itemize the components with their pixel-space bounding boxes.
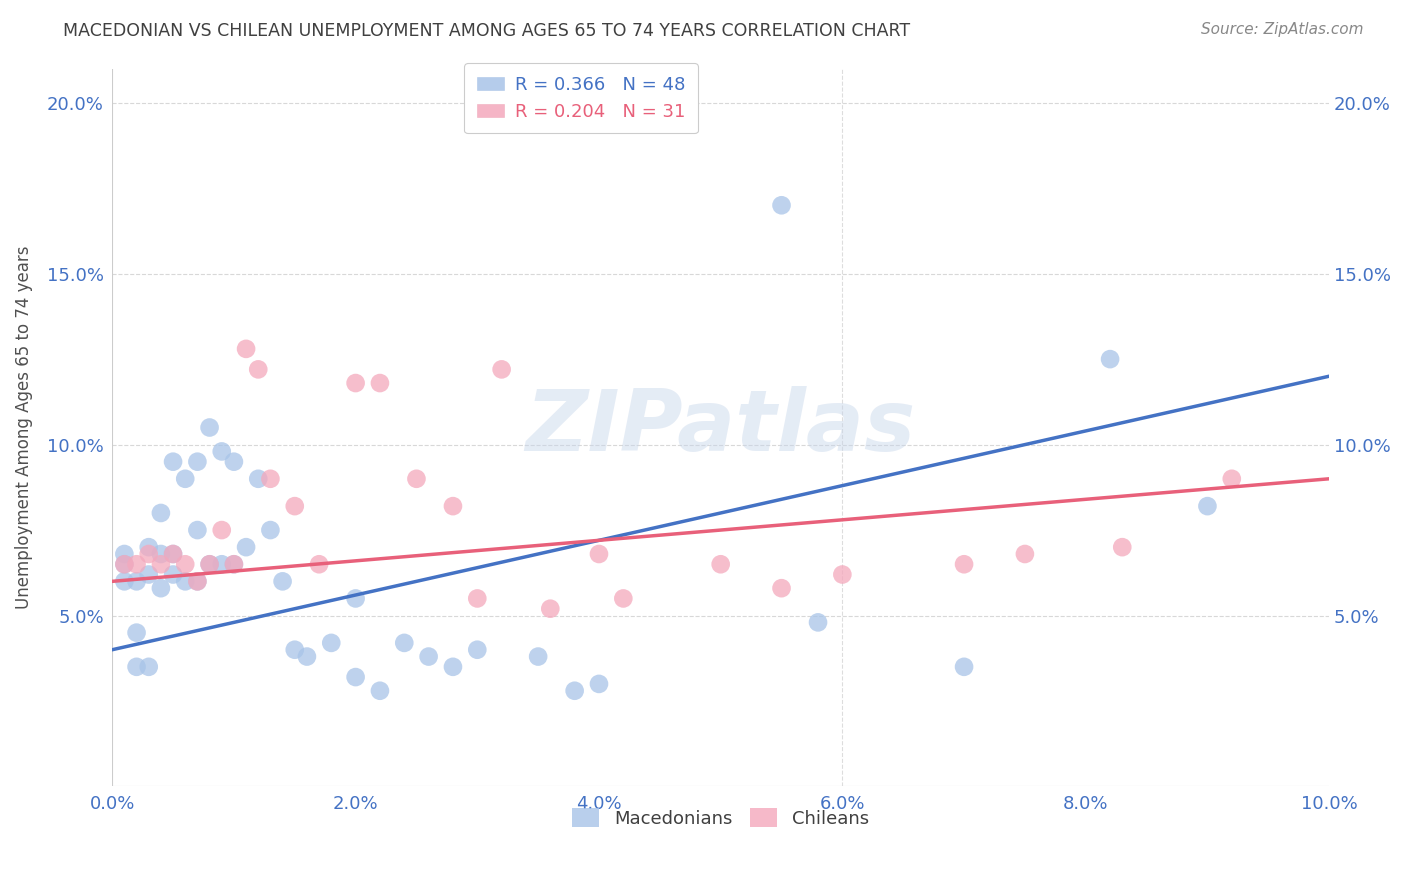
Point <box>1099 352 1122 367</box>
Point <box>441 499 464 513</box>
Point <box>222 455 245 469</box>
Point <box>235 342 257 356</box>
Point <box>441 660 464 674</box>
Point <box>186 455 208 469</box>
Point <box>162 455 184 469</box>
Point <box>588 547 610 561</box>
Point <box>259 472 281 486</box>
Point <box>174 558 197 572</box>
Point <box>295 649 318 664</box>
Point <box>284 642 307 657</box>
Point <box>465 591 488 606</box>
Point <box>368 683 391 698</box>
Point <box>527 649 550 664</box>
Point <box>344 376 367 390</box>
Point <box>405 472 427 486</box>
Point <box>198 558 221 572</box>
Point <box>174 472 197 486</box>
Point <box>770 581 793 595</box>
Point <box>222 558 245 572</box>
Point <box>247 472 270 486</box>
Point <box>807 615 830 630</box>
Point <box>418 649 440 664</box>
Point <box>174 574 197 589</box>
Point <box>112 574 135 589</box>
Point <box>953 660 976 674</box>
Point <box>321 636 343 650</box>
Point <box>612 591 634 606</box>
Point <box>162 547 184 561</box>
Point <box>149 558 172 572</box>
Point <box>1111 540 1133 554</box>
Legend: Macedonians, Chileans: Macedonians, Chileans <box>565 801 876 835</box>
Point <box>247 362 270 376</box>
Point <box>112 558 135 572</box>
Point <box>1220 472 1243 486</box>
Point <box>564 683 586 698</box>
Point <box>198 558 221 572</box>
Point <box>211 558 233 572</box>
Point <box>149 506 172 520</box>
Point <box>710 558 733 572</box>
Point <box>211 523 233 537</box>
Point <box>162 547 184 561</box>
Point <box>198 420 221 434</box>
Point <box>235 540 257 554</box>
Point <box>112 558 135 572</box>
Point <box>125 660 148 674</box>
Point <box>465 642 488 657</box>
Point <box>125 558 148 572</box>
Point <box>222 558 245 572</box>
Point <box>186 574 208 589</box>
Point <box>125 625 148 640</box>
Point <box>308 558 330 572</box>
Point <box>831 567 853 582</box>
Point <box>138 567 160 582</box>
Point <box>368 376 391 390</box>
Point <box>138 547 160 561</box>
Point <box>538 601 561 615</box>
Point <box>186 523 208 537</box>
Point <box>112 547 135 561</box>
Point <box>1014 547 1036 561</box>
Point <box>588 677 610 691</box>
Point <box>1197 499 1219 513</box>
Point <box>149 581 172 595</box>
Point <box>344 591 367 606</box>
Point <box>211 444 233 458</box>
Point <box>770 198 793 212</box>
Point <box>149 547 172 561</box>
Point <box>138 540 160 554</box>
Point <box>138 660 160 674</box>
Point <box>953 558 976 572</box>
Point <box>344 670 367 684</box>
Point <box>271 574 294 589</box>
Point <box>284 499 307 513</box>
Text: MACEDONIAN VS CHILEAN UNEMPLOYMENT AMONG AGES 65 TO 74 YEARS CORRELATION CHART: MACEDONIAN VS CHILEAN UNEMPLOYMENT AMONG… <box>63 22 911 40</box>
Point <box>125 574 148 589</box>
Y-axis label: Unemployment Among Ages 65 to 74 years: Unemployment Among Ages 65 to 74 years <box>15 246 32 609</box>
Point <box>394 636 416 650</box>
Point <box>162 567 184 582</box>
Point <box>491 362 513 376</box>
Text: Source: ZipAtlas.com: Source: ZipAtlas.com <box>1201 22 1364 37</box>
Text: ZIPatlas: ZIPatlas <box>526 386 915 469</box>
Point <box>186 574 208 589</box>
Point <box>259 523 281 537</box>
